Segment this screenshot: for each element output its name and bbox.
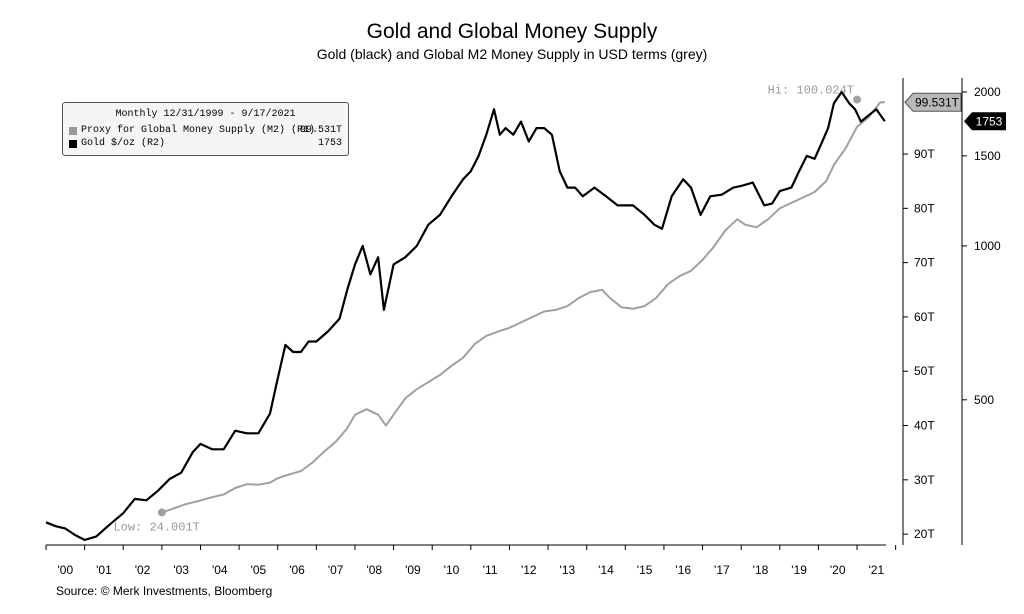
x-tick-label: '11 — [483, 563, 498, 577]
legend-value-m2: 99.531T — [299, 125, 342, 136]
legend-value-gold: 1753 — [317, 138, 342, 149]
legend-swatch-m2 — [69, 127, 77, 135]
r1-tick-label: 30T — [914, 473, 935, 487]
high-label: Hi: 100.024T — [768, 84, 854, 98]
x-tick-label: '01 — [96, 563, 112, 577]
x-tick-label: '02 — [135, 563, 151, 577]
r1-tick-label: 20T — [914, 527, 935, 541]
m2-last-tag — [904, 92, 962, 112]
legend-item-gold: Gold $/oz (R2) 1753 — [69, 138, 342, 151]
gold-last-tag — [964, 112, 1006, 131]
r1-tick-label: 40T — [914, 419, 935, 433]
r1-tick-label: 70T — [914, 256, 935, 270]
legend-label-m2: Proxy for Global Money Supply (M2) (R1) — [81, 125, 316, 136]
x-tick-label: '14 — [598, 563, 614, 577]
r1-tick-label: 60T — [914, 310, 935, 324]
x-tick-label: '04 — [212, 563, 228, 577]
gold-last-tag-label: 1753 — [976, 114, 1003, 128]
axes: '00 '01 '02 '03 '04 '05 '06 '07 '08 '09 '10 '11 '12 '… — [45, 78, 1001, 577]
x-tick-label: '18 — [753, 563, 769, 577]
low-label: Low: 24.001T — [113, 520, 199, 534]
x-tick-label: '13 — [560, 563, 576, 577]
x-tick-label: '15 — [637, 563, 653, 577]
legend-title: Monthly 12/31/1999 - 9/17/2021 — [115, 109, 296, 120]
x-tick-label: '19 — [791, 563, 807, 577]
r1-tick-label: 50T — [914, 364, 935, 378]
high-marker — [853, 95, 862, 104]
low-marker — [157, 508, 166, 517]
series-line-m2 — [161, 101, 885, 514]
x-tick-label: '20 — [830, 563, 846, 577]
x-tick-label: '16 — [675, 563, 691, 577]
r1-tick-label: 80T — [914, 201, 935, 215]
x-tick-label: '10 — [444, 563, 460, 577]
r2-tick-label: 1000 — [974, 239, 1001, 253]
x-tick-label: '17 — [714, 563, 730, 577]
series-line-gold — [45, 90, 886, 542]
legend-swatch-gold — [69, 140, 77, 148]
source-note: Source: © Merk Investments, Bloomberg — [56, 584, 273, 598]
legend-label-gold: Gold $/oz (R2) — [81, 138, 166, 149]
x-tick-label: '05 — [251, 563, 267, 577]
r1-tick-label: 90T — [914, 147, 935, 161]
legend-box: Monthly 12/31/1999 - 9/17/2021 Proxy for… — [62, 102, 349, 156]
x-tick-label: '09 — [405, 563, 421, 577]
x-tick-label: '08 — [366, 563, 382, 577]
x-tick-label: '06 — [289, 563, 305, 577]
series-layer — [45, 90, 886, 542]
m2-last-tag-label: 99.531T — [915, 95, 960, 109]
r2-tick-label: 500 — [974, 393, 994, 407]
chart-title: Gold and Global Money Supply — [366, 20, 658, 43]
r2-tick-label: 2000 — [974, 85, 1001, 99]
x-tick-label: '21 — [869, 563, 885, 577]
annotations: Hi: 100.024T Low: 24.001T 99.531T 1753 — [113, 84, 1006, 534]
chart-subtitle: Gold (black) and Global M2 Money Supply … — [316, 46, 708, 62]
legend-item-m2: Proxy for Global Money Supply (M2) (R1) … — [69, 125, 342, 138]
r2-tick-label: 1500 — [974, 149, 1001, 163]
x-tick-label: '00 — [57, 563, 73, 577]
x-tick-label: '12 — [521, 563, 537, 577]
x-tick-label: '07 — [328, 563, 344, 577]
x-tick-label: '03 — [173, 563, 189, 577]
